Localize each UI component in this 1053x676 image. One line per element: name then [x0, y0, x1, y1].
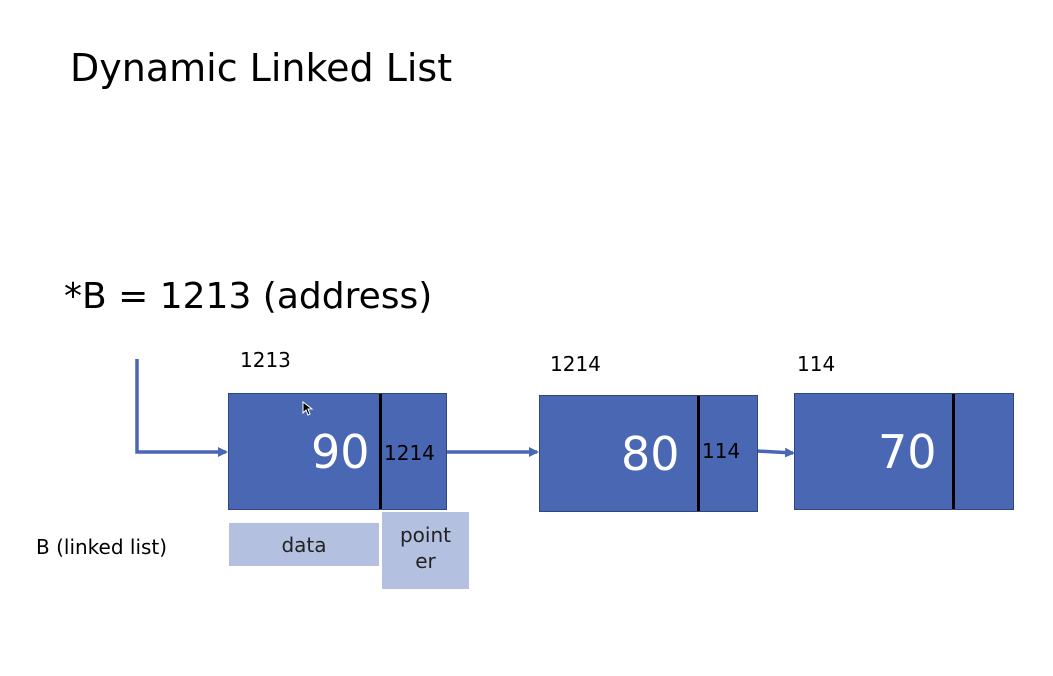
- mouse-cursor-icon: [302, 401, 314, 416]
- link-arrow-2-to-3: [756, 447, 795, 458]
- node-3-data: 70: [878, 425, 937, 479]
- legend-data-box: data: [229, 523, 379, 566]
- node-1-data: 90: [311, 425, 370, 479]
- node-2-divider: [697, 396, 700, 511]
- legend-data-label: data: [281, 533, 327, 557]
- node-3-address: 114: [797, 352, 836, 376]
- legend-pointer-box: point er: [382, 512, 469, 589]
- legend-pointer-label-line2: er: [415, 549, 436, 573]
- node-2-address: 1214: [550, 352, 601, 376]
- slide-title: Dynamic Linked List: [70, 46, 453, 90]
- linked-list-label: B (linked list): [36, 535, 168, 559]
- legend-pointer-label-line1: point: [399, 523, 451, 547]
- node-1: 90 1214: [228, 393, 447, 510]
- node-2-data: 80: [621, 427, 680, 481]
- node-2-next-pointer: 114: [702, 439, 741, 463]
- node-1-divider: [379, 394, 382, 509]
- node-2: 80 114: [539, 395, 758, 512]
- node-1-address: 1213: [240, 348, 291, 372]
- pointer-statement: *B = 1213 (address): [64, 276, 433, 317]
- node-3: 70: [794, 393, 1014, 510]
- node-3-divider: [952, 394, 955, 509]
- head-pointer-arrow: [135, 359, 228, 457]
- node-1-next-pointer: 1214: [384, 441, 435, 465]
